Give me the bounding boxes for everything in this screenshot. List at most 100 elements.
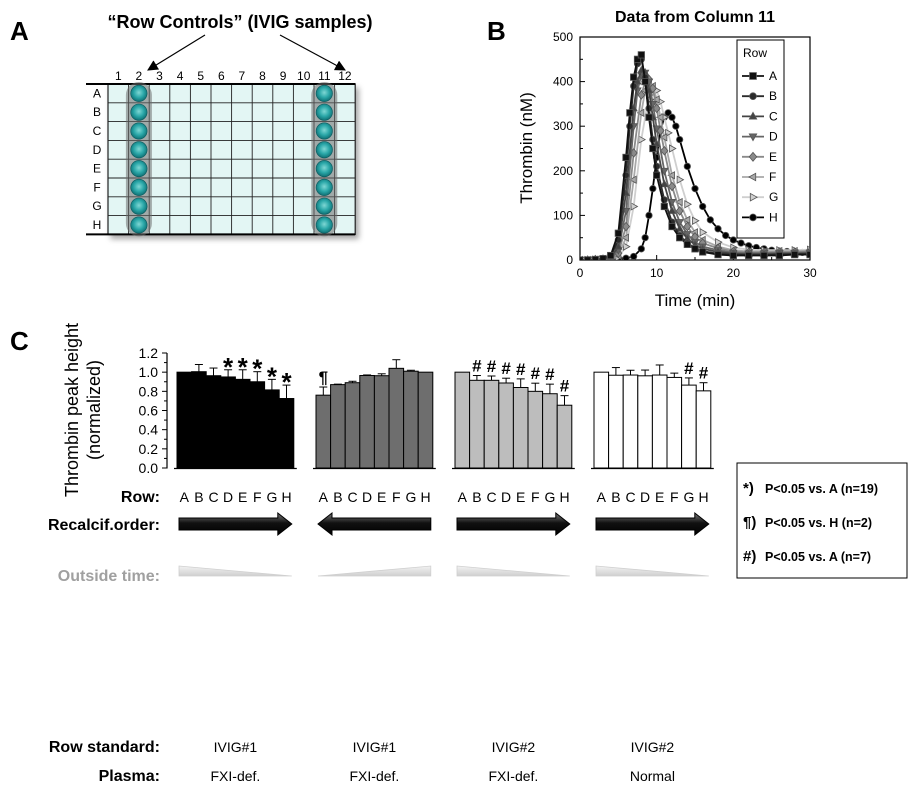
control-well-11B [315,103,333,121]
panel-c-category-label: H [420,489,430,505]
panel-b-point-A [614,229,622,237]
panel-b-point-H [729,236,737,244]
panel-b-series-A [580,51,810,260]
panel-c-category-label: D [640,489,650,505]
panel-c-bar-1-H [278,398,295,469]
control-well-2E [130,160,148,178]
panel-b-legend-label-D: D [769,130,778,144]
panel-b-point-H [649,185,657,193]
panel-b-point-H [706,216,714,224]
panel-b-legend-label-E: E [769,150,777,164]
panel-c-annotation: * [223,352,234,382]
panel-b-point-E [683,221,692,232]
plasma-value: FXI-def. [350,768,400,784]
panel-b-line-chart: Data from Column 11 Thrombin (nM) Time (… [517,9,817,310]
row-header-standard: Row standard: [49,739,160,756]
panel-c-annotation: # [472,357,482,376]
panel-c-bar-1-F [249,381,266,469]
panel-b-legend-label-A: A [769,69,777,83]
plate-row-label-A: A [93,86,101,100]
panel-b-point-H [645,211,653,219]
panel-b-point-A [691,245,699,253]
outside-time-ramp-decreasing [595,565,709,577]
panel-c-category-label: B [333,489,342,505]
control-well-2H [130,216,148,234]
panel-c-bar-2-A [315,394,332,469]
panel-c-group-2: ¶ A B C D E F G H IVIG#1 FXI-def. [313,359,436,784]
panel-b-point-H [676,135,684,144]
row-standard-value: IVIG#1 [214,739,258,755]
panel-b-point-C [660,179,669,188]
panel-b-point-A [745,251,753,260]
panel-b-legend-marker-F [748,172,757,182]
panel-c-category-label: F [392,489,401,505]
plate-column-label-6: 6 [218,69,225,83]
panel-c-bar-3-G [542,393,558,469]
control-column-halo-11 [311,82,338,237]
plate-column-label-8: 8 [259,69,266,83]
plate-row-label-E: E [93,162,101,176]
plasma-value: FXI-def. [211,768,261,784]
outside-time-ramp-increasing [317,565,432,577]
panel-c-legend-symbol: #) [743,548,756,565]
panel-c-annotation: # [684,359,694,378]
panel-b-point-H [664,109,672,117]
panel-b-y-tick-label: 300 [553,119,573,133]
panel-b-legend-marker-C [748,111,758,120]
plate-column-label-9: 9 [280,69,287,83]
panel-b-point-A [676,234,684,242]
panel-b-point-A [729,251,737,260]
panel-b-x-tick-label: 30 [803,266,817,280]
panel-b-line-A [580,52,810,260]
panel-c-category-label: B [611,489,620,505]
panel-c-category-label: C [347,489,357,505]
panel-b-point-F [636,108,645,118]
panel-b-point-C [633,76,642,85]
control-well-2A [130,84,148,102]
panel-b-y-label: Thrombin (nM) [517,92,536,203]
panel-b-point-A [791,251,799,259]
plate-row-label-G: G [92,199,101,213]
panel-c-y-tick-label: 1.0 [139,364,159,380]
panel-b-point-E [637,90,646,100]
panel-b-y-tick-label: 0 [566,253,573,267]
panel-b-plot-area [580,51,810,260]
panel-c-category-label: D [362,489,372,505]
panel-b-point-H [683,162,691,170]
panel-c-bar-2-C [344,382,361,469]
panel-b-x-label: Time (min) [655,291,736,310]
panel-c-category-label: C [625,489,635,505]
panel-c-category-label: F [253,489,262,505]
panel-c-bar-4-F [666,376,683,469]
panel-c-category-label: G [683,489,694,505]
row-header-plasma: Plasma: [99,768,160,785]
panel-c-category-label: G [405,489,416,505]
panel-b-point-A [653,171,661,179]
panel-b-point-A [607,251,615,260]
panel-b-point-A [699,248,707,256]
panel-b-point-A [668,222,676,231]
plate-row-label-F: F [93,180,100,194]
control-well-2B [130,103,148,121]
panel-b-point-G [684,200,693,209]
panel-c-category-label: E [238,489,247,505]
panel-b-point-F [655,113,664,122]
panel-c-bar-1-E [234,378,251,469]
outside-time-ramp-decreasing [178,565,292,577]
panel-c-annotation: # [699,364,709,383]
plate-row-label-H: H [93,218,102,232]
outside-time-ramp-decreasing [456,565,570,577]
panel-c-bar-chart: Thrombin peak height (normalized) 0.0 0.2… [48,323,908,785]
panel-b-point-F [667,171,675,180]
row-standard-value: IVIG#1 [353,739,397,755]
panel-b-point-A [760,251,768,260]
panel-b-point-A [630,73,638,81]
panel-c-y-tick-label: 0.4 [139,422,159,438]
panel-c-bar-2-B [330,384,346,469]
panel-b-x-tick-label: 10 [650,266,664,280]
panel-c-letter: C [10,326,29,356]
panel-b-point-A [626,109,634,117]
panel-b-point-A [806,251,810,259]
panel-c-category-label: B [472,489,481,505]
panel-c-category-label: E [655,489,664,505]
